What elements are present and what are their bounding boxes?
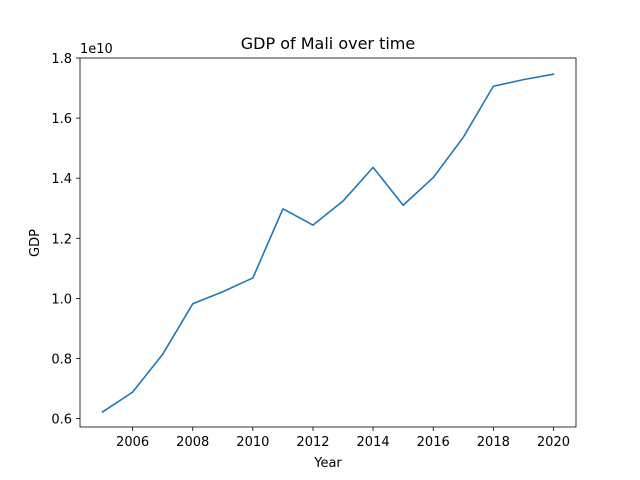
plot-area: 2006 2008 2010 2012 2014 2016 2018 2020 0.6 0.8 1.…: [51, 52, 577, 450]
y-tick-label: 1.4: [51, 172, 72, 187]
x-tick-label: 2008: [176, 435, 209, 450]
chart-title: GDP of Mali over time: [241, 34, 415, 53]
y-tick-label: 1.2: [51, 232, 72, 247]
y-tick-label: 1.8: [51, 52, 72, 67]
x-tick-label: 2010: [236, 435, 269, 450]
x-axis-label: Year: [313, 456, 342, 471]
x-tick-label: 2006: [116, 435, 149, 450]
x-tick-label: 2020: [537, 435, 570, 450]
y-axis-offset-label: 1e10: [80, 42, 113, 57]
x-tick-label: 2018: [477, 435, 510, 450]
y-tick-label: 0.6: [51, 413, 72, 428]
y-tick-label: 1.0: [51, 292, 72, 307]
y-axis-label: GDP: [28, 229, 43, 257]
y-tick-label: 0.8: [51, 352, 72, 367]
x-tick-label: 2014: [357, 435, 390, 450]
x-tick-label: 2016: [417, 435, 450, 450]
x-tick-label: 2012: [296, 435, 329, 450]
series-line: [101, 73, 555, 414]
y-tick-label: 1.6: [51, 112, 72, 127]
axes-frame: [79, 57, 577, 428]
